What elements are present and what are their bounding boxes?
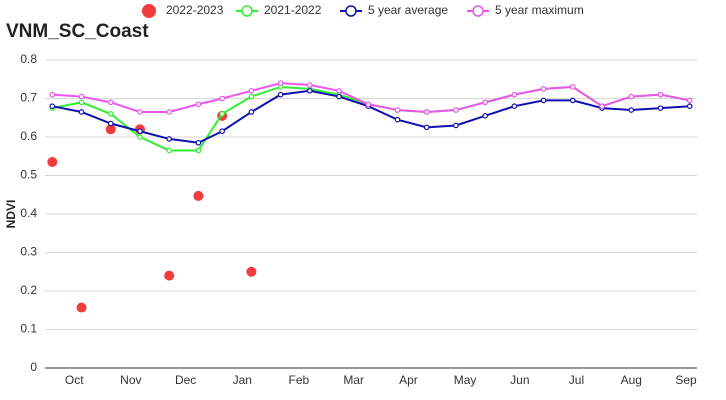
y-tick-label: 0.6: [20, 129, 37, 143]
scatter-point: [47, 157, 58, 168]
x-tick-label: Aug: [621, 373, 642, 387]
line-point: [107, 111, 114, 117]
y-tick-label: 0.1: [20, 322, 37, 336]
legend-marker: [142, 4, 156, 18]
line-point: [137, 128, 143, 135]
line-point: [248, 109, 255, 115]
line-point: [166, 136, 172, 142]
y-axis-label: NDVI: [4, 200, 18, 229]
line-point: [78, 109, 85, 115]
line-point: [686, 97, 693, 104]
line-point: [336, 93, 342, 100]
x-tick-label: Dec: [175, 373, 196, 387]
line-point: [453, 122, 459, 129]
line-point: [219, 95, 225, 102]
line-point: [336, 88, 342, 94]
legend-label: 2021-2022: [264, 3, 322, 17]
line-point: [657, 105, 664, 111]
scatter-point: [246, 266, 257, 277]
line-point: [394, 107, 401, 113]
line-point: [78, 99, 85, 106]
line-point: [482, 113, 488, 119]
line-point: [107, 99, 114, 106]
line-point: [49, 103, 56, 110]
y-tick-label: 0.5: [20, 168, 37, 182]
y-tick-label: 0.7: [20, 91, 37, 105]
line-point: [166, 109, 172, 115]
line-point: [599, 103, 605, 110]
line-point: [394, 116, 401, 123]
legend-marker: [241, 5, 253, 17]
line-point: [248, 93, 255, 100]
line-point: [137, 109, 143, 115]
line-point: [107, 120, 114, 127]
line-point: [195, 101, 202, 108]
line-point: [219, 111, 225, 117]
line-point: [423, 109, 430, 115]
line-point: [137, 134, 143, 140]
line-point: [657, 91, 664, 98]
line-point: [307, 88, 313, 94]
line-point: [570, 97, 576, 104]
y-tick-label: 0: [30, 360, 37, 374]
line-point: [219, 128, 225, 135]
scatter-point: [76, 302, 87, 313]
x-tick-label: Oct: [65, 373, 84, 387]
line-point: [453, 107, 459, 113]
scatter-point: [164, 270, 175, 281]
y-tick-label: 0.8: [20, 52, 37, 66]
scatter-point: [105, 124, 116, 135]
line-point: [570, 84, 576, 90]
legend-marker: [345, 5, 357, 17]
scatter-point: [193, 190, 204, 201]
legend-label: 2022-2023: [166, 3, 224, 17]
line-point: [307, 82, 313, 88]
line-point: [78, 93, 85, 100]
line-point: [195, 139, 202, 146]
chart-title: VNM_SC_Coast: [6, 21, 149, 42]
x-tick-label: Apr: [399, 373, 418, 387]
line-point: [511, 91, 518, 98]
legend-marker: [472, 5, 484, 17]
line-point: [277, 80, 284, 86]
y-tick-label: 0.4: [20, 206, 37, 220]
y-tick-label: 0.2: [20, 283, 37, 297]
line-point: [248, 88, 255, 94]
x-tick-label: Nov: [120, 373, 141, 387]
line-point: [686, 103, 693, 110]
legend-label: 5 year maximum: [495, 3, 584, 17]
line-point: [482, 99, 488, 106]
x-tick-label: Mar: [343, 373, 364, 387]
y-tick-label: 0.3: [20, 245, 37, 259]
x-tick-label: Jun: [510, 373, 529, 387]
x-tick-label: Jul: [569, 373, 584, 387]
line-point: [166, 147, 172, 154]
x-tick-label: Sep: [675, 373, 697, 387]
line-point: [365, 101, 372, 108]
line-point: [195, 147, 202, 154]
x-tick-label: May: [454, 373, 477, 387]
line-point: [540, 97, 547, 104]
line-point: [540, 86, 547, 92]
line-point: [628, 93, 635, 100]
line-point: [511, 103, 518, 110]
x-tick-label: Jan: [233, 373, 252, 387]
line-point: [423, 124, 430, 131]
line-point: [277, 91, 284, 98]
x-tick-label: Feb: [289, 373, 310, 387]
line-point: [628, 107, 635, 113]
line-point: [49, 91, 56, 98]
legend-label: 5 year average: [368, 3, 448, 17]
